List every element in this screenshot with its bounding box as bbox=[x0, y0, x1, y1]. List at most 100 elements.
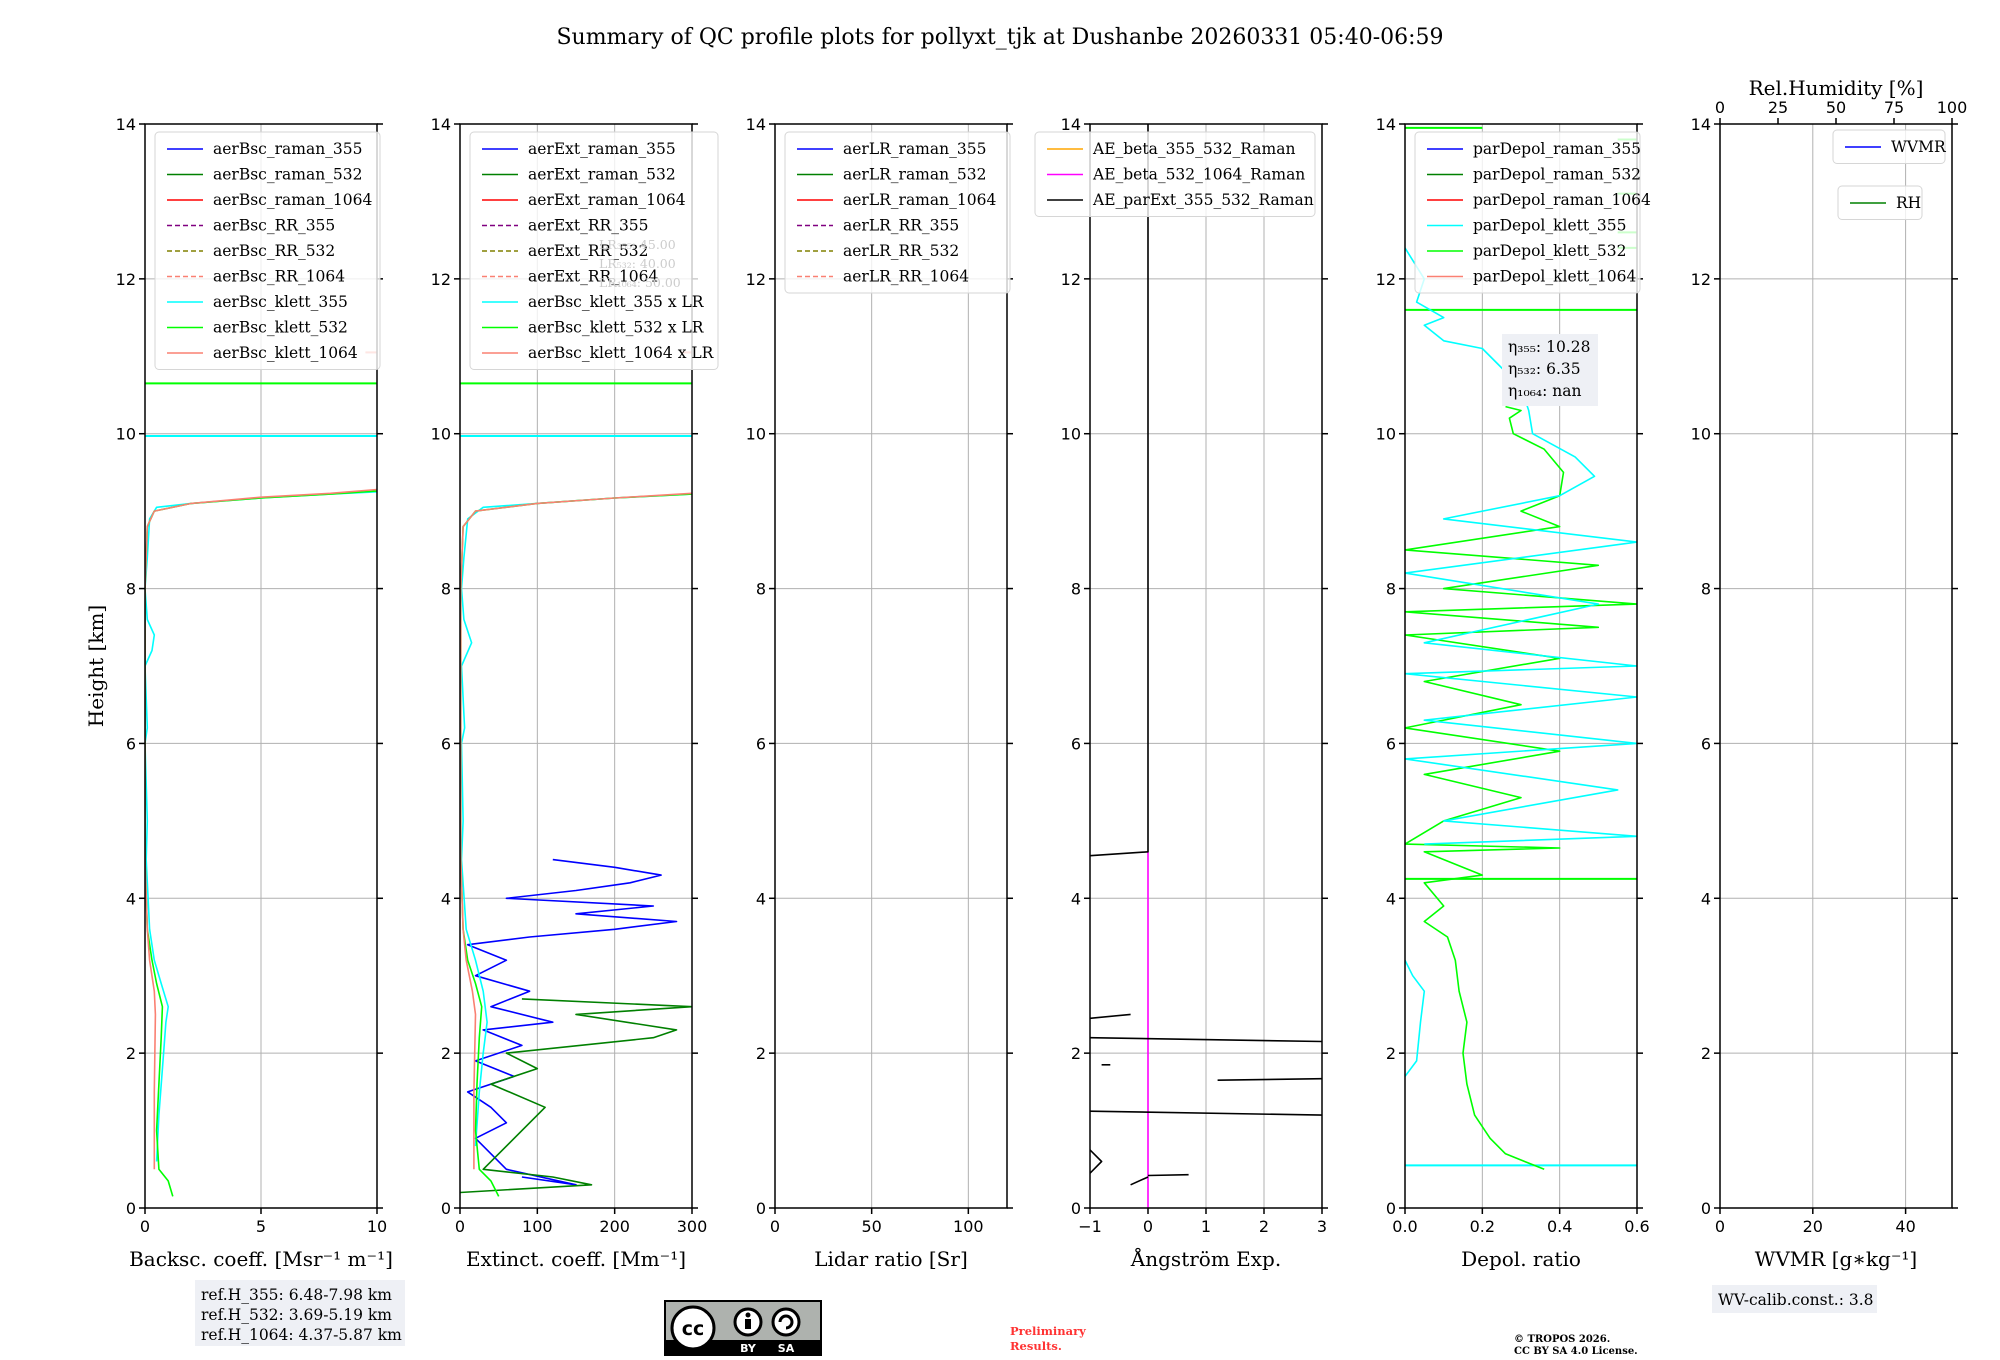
copyright-line-2: CC BY SA 4.0 License. bbox=[1514, 1346, 1638, 1357]
y-tick-label: 6 bbox=[1386, 734, 1396, 753]
series-aerBsc_klett_1064 x LR bbox=[460, 492, 692, 1170]
panel-bsc: 0 5 10 0 2 4 6 8 10 12 14 Backsc. coeff. [Msr⁻¹ m⁻¹… bbox=[116, 115, 393, 1271]
annotation-line: LR₅₃₂: 40.00 bbox=[599, 256, 676, 271]
series-aerBsc_klett_1064 bbox=[145, 488, 377, 1170]
copyright-line-1: © TROPOS 2026. bbox=[1514, 1334, 1610, 1345]
x-tick-label: 3 bbox=[1317, 1217, 1327, 1236]
top-tick-label: 100 bbox=[1937, 98, 1968, 117]
y-tick-label: 14 bbox=[1691, 115, 1711, 134]
panel-frame bbox=[144, 123, 378, 1209]
legend-label: aerLR_RR_532 bbox=[843, 242, 959, 260]
legend-box bbox=[469, 131, 719, 370]
y-tick-label: 4 bbox=[1386, 889, 1396, 908]
cc-icon-text: cc bbox=[682, 1318, 705, 1340]
legend-label: parDepol_klett_1064 bbox=[1473, 268, 1636, 286]
legend-label: aerExt_raman_532 bbox=[528, 166, 676, 184]
y-tick-label: 6 bbox=[441, 734, 451, 753]
legend-depol: parDepol_raman_355 parDepol_raman_532 parD… bbox=[1414, 131, 1651, 294]
legend-label: parDepol_klett_532 bbox=[1473, 242, 1626, 260]
y-tick-label: 12 bbox=[1691, 270, 1711, 289]
y-tick-label: 12 bbox=[1061, 270, 1081, 289]
legend-box bbox=[784, 131, 1011, 294]
figure-title: Summary of QC profile plots for pollyxt_… bbox=[556, 25, 1443, 50]
x-axis-label: Backsc. coeff. [Msr⁻¹ m⁻¹] bbox=[129, 1247, 393, 1271]
top-tick-label: 50 bbox=[1826, 98, 1846, 117]
x-tick-label: 0 bbox=[1715, 1217, 1725, 1236]
panel-wv: 0 20 40 0 2 4 6 8 10 12 14 WVMR [g∗kg⁻¹] 0 25 50 75 100 R… bbox=[1691, 76, 1968, 1271]
annotation-line: η₅₃₂: 6.35 bbox=[1508, 360, 1581, 378]
x-tick-label: 200 bbox=[599, 1217, 630, 1236]
y-tick-label: 14 bbox=[116, 115, 136, 134]
series-parDepol_klett_355 bbox=[1405, 959, 1426, 1077]
attribution-icon-head bbox=[745, 1312, 751, 1318]
y-tick-label: 2 bbox=[1071, 1044, 1081, 1063]
cc-by-sa-badge: cc BY SA bbox=[664, 1300, 822, 1356]
legend-label: AE_beta_355_532_Raman bbox=[1092, 140, 1295, 158]
legend-wv: RH bbox=[1837, 185, 1923, 220]
legend-label: aerBsc_klett_532 bbox=[213, 319, 348, 337]
y-tick-label: 10 bbox=[746, 425, 766, 444]
series-aerBsc_klett_355 x LR bbox=[460, 493, 692, 1147]
annotation-line: LR₁₀₆₄: 50.00 bbox=[599, 275, 681, 290]
y-tick-label: 0 bbox=[126, 1199, 136, 1218]
y-tick-label: 10 bbox=[431, 425, 451, 444]
panel-frame bbox=[1719, 123, 1953, 1209]
legend-box bbox=[154, 131, 381, 370]
legend-label: aerBsc_raman_1064 bbox=[213, 191, 373, 209]
x-tick-label: 50 bbox=[861, 1217, 881, 1236]
x-axis-label: Extinct. coeff. [Mm⁻¹] bbox=[466, 1247, 686, 1271]
y-tick-label: 0 bbox=[1386, 1199, 1396, 1218]
ref-height-1064: ref.H_1064: 4.37-5.87 km bbox=[201, 1326, 402, 1344]
panel-data-ext bbox=[460, 351, 692, 1197]
y-tick-label: 6 bbox=[126, 734, 136, 753]
y-tick-label: 12 bbox=[1376, 270, 1396, 289]
legend-label: aerLR_RR_355 bbox=[843, 217, 959, 235]
series-AE_parExt_355_532_Raman bbox=[1217, 1077, 1322, 1081]
x-tick-label: 0.0 bbox=[1392, 1217, 1417, 1236]
annotation-box bbox=[1502, 334, 1598, 406]
series-AE_parExt_355_532_Raman bbox=[1147, 1173, 1189, 1177]
series-aerBsc_klett_355 bbox=[145, 491, 377, 1162]
legend-ae: AE_beta_355_532_Raman AE_beta_532_1064_Ra… bbox=[1034, 131, 1316, 217]
preliminary-line-1: Preliminary bbox=[1010, 1324, 1086, 1338]
legend-label: aerExt_RR_1064 bbox=[528, 268, 659, 286]
y-tick-label: 10 bbox=[1376, 425, 1396, 444]
legend-label: aerBsc_RR_532 bbox=[213, 242, 335, 260]
series-AE_parExt_355_532_Raman bbox=[1090, 1036, 1322, 1043]
panel-data-ae bbox=[1090, 124, 1322, 1208]
legend-bsc: aerBsc_raman_355 aerBsc_raman_532 aerBsc_r… bbox=[154, 131, 381, 370]
x-tick-label: −1 bbox=[1078, 1217, 1102, 1236]
legend-label: aerBsc_RR_1064 bbox=[213, 268, 345, 286]
top-tick-label: 75 bbox=[1884, 98, 1904, 117]
series-aerBsc_klett_532 x LR bbox=[460, 493, 692, 1197]
legend-label: aerExt_raman_355 bbox=[528, 140, 676, 158]
x-tick-label: 1 bbox=[1201, 1217, 1211, 1236]
x-tick-label: 2 bbox=[1259, 1217, 1269, 1236]
top-tick-label: 25 bbox=[1768, 98, 1788, 117]
y-axis-label: Height [km] bbox=[84, 605, 108, 727]
x-axis-label: Ångström Exp. bbox=[1130, 1246, 1281, 1271]
legend-box bbox=[1034, 131, 1316, 217]
legend-label: aerBsc_klett_532 x LR bbox=[528, 319, 705, 337]
y-tick-label: 10 bbox=[1061, 425, 1081, 444]
series-AE_parExt_355_532_Raman bbox=[1090, 1149, 1103, 1174]
y-tick-label: 12 bbox=[746, 270, 766, 289]
x-axis-label: Lidar ratio [Sr] bbox=[814, 1247, 968, 1271]
series-aerExt_raman_532 bbox=[460, 998, 692, 1194]
y-tick-label: 0 bbox=[756, 1199, 766, 1218]
y-tick-label: 8 bbox=[1386, 580, 1396, 599]
legend-label: AE_parExt_355_532_Raman bbox=[1092, 191, 1314, 209]
legend-label: aerLR_RR_1064 bbox=[843, 268, 969, 286]
panel-frame bbox=[1404, 123, 1638, 1209]
panel-frame bbox=[774, 123, 1008, 1209]
y-tick-label: 14 bbox=[431, 115, 451, 134]
legend-label: aerExt_raman_1064 bbox=[528, 191, 686, 209]
legend-label: aerLR_raman_532 bbox=[843, 166, 986, 184]
legend-label: aerBsc_raman_532 bbox=[213, 166, 363, 184]
series-AE_parExt_355_532_Raman bbox=[1090, 124, 1149, 857]
y-tick-label: 6 bbox=[756, 734, 766, 753]
legend-label: aerLR_raman_1064 bbox=[843, 191, 996, 209]
y-tick-label: 2 bbox=[1701, 1044, 1711, 1063]
